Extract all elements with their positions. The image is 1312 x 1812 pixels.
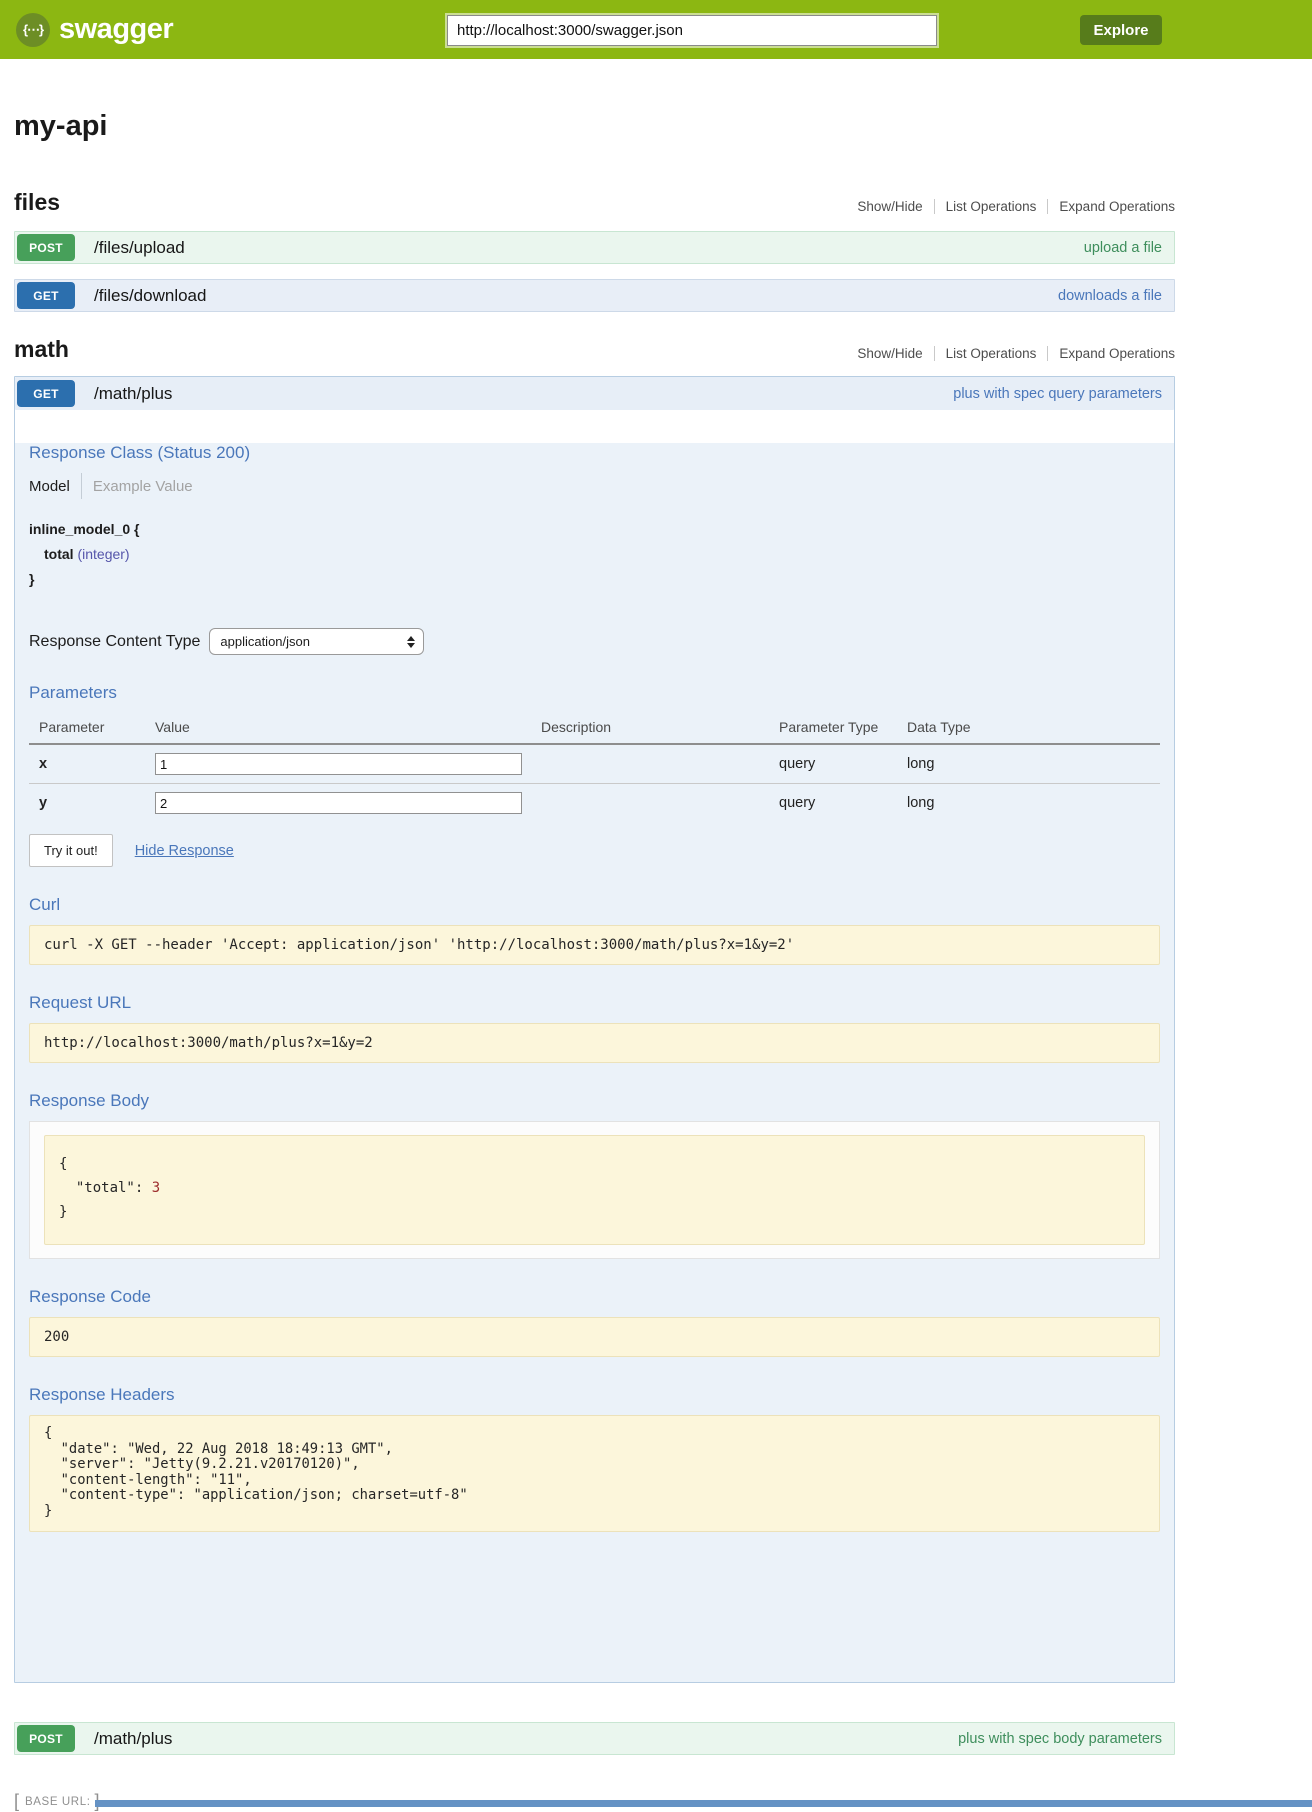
- parameter-description: [541, 744, 779, 784]
- explore-button[interactable]: Explore: [1080, 15, 1162, 45]
- response-class-heading: Response Class (Status 200): [29, 443, 251, 462]
- list-operations-link[interactable]: List Operations: [945, 199, 1037, 214]
- resource-title-files: files: [14, 189, 61, 215]
- swagger-logo-icon: {⋯}: [16, 12, 50, 47]
- main-content: my-api files Show/Hide List Operations E…: [14, 110, 1175, 1812]
- request-url-heading: Request URL: [29, 993, 132, 1012]
- show-hide-link[interactable]: Show/Hide: [857, 346, 923, 361]
- divider: [1047, 346, 1049, 361]
- resource-controls-math: Show/Hide List Operations Expand Operati…: [857, 346, 1175, 363]
- json-key: "total":: [59, 1180, 152, 1196]
- resource-controls-files: Show/Hide List Operations Expand Operati…: [857, 199, 1175, 216]
- brand-name: swagger: [59, 13, 174, 45]
- divider: [933, 199, 935, 214]
- col-header-description: Description: [541, 713, 779, 745]
- response-body-container: { "total": 3 }: [29, 1121, 1160, 1259]
- stepper-arrows-icon: [407, 635, 416, 648]
- col-header-parameter: Parameter: [29, 713, 155, 745]
- model-property-type: (integer): [77, 546, 130, 562]
- page-title: my-api: [14, 110, 108, 142]
- parameter-y-input[interactable]: [155, 792, 522, 814]
- parameter-row-x: x query long: [29, 744, 1160, 784]
- operation-path[interactable]: /math/plus: [94, 1728, 173, 1748]
- show-hide-link[interactable]: Show/Hide: [857, 199, 923, 214]
- header-bar: {⋯} swagger Explore: [0, 0, 1312, 59]
- method-badge-get: GET: [17, 282, 75, 309]
- operation-row-post-files-upload[interactable]: POST /files/upload upload a file: [14, 231, 1175, 264]
- model-property: total (integer): [29, 542, 1160, 567]
- col-header-value: Value: [155, 713, 541, 745]
- list-operations-link[interactable]: List Operations: [945, 346, 1037, 361]
- parameter-data-type: long: [907, 795, 935, 811]
- curl-command-box: curl -X GET --header 'Accept: applicatio…: [29, 925, 1160, 965]
- json-brace: }: [59, 1204, 68, 1220]
- resource-header-files: files Show/Hide List Operations Expand O…: [14, 189, 1175, 216]
- operation-summary[interactable]: upload a file: [1083, 239, 1162, 256]
- divider: [1047, 199, 1049, 214]
- curl-heading: Curl: [29, 895, 61, 914]
- model-signature: inline_model_0 { total (integer) }: [29, 517, 1160, 592]
- operation-summary[interactable]: downloads a file: [1058, 287, 1162, 304]
- divider: [933, 346, 935, 361]
- tab-model[interactable]: Model: [29, 477, 70, 495]
- resource-header-math: math Show/Hide List Operations Expand Op…: [14, 336, 1175, 363]
- parameter-name: x: [29, 744, 155, 784]
- resource-title-math: math: [14, 336, 69, 362]
- model-property-name: total: [44, 546, 74, 562]
- json-value: 3: [151, 1180, 161, 1196]
- footer-open-bracket: [: [14, 1791, 20, 1811]
- operation-path[interactable]: /files/download: [94, 285, 207, 305]
- expand-operations-link[interactable]: Expand Operations: [1059, 199, 1175, 214]
- parameter-row-y: y query long: [29, 784, 1160, 823]
- response-body-heading: Response Body: [29, 1091, 150, 1110]
- api-url-input[interactable]: [445, 13, 939, 48]
- method-badge-get: GET: [17, 380, 75, 407]
- json-brace: {: [59, 1156, 68, 1172]
- response-headers-heading: Response Headers: [29, 1385, 175, 1404]
- parameter-type: query: [779, 795, 816, 811]
- hide-response-link[interactable]: Hide Response: [134, 842, 234, 859]
- response-content-type-row: Response Content Type application/json: [29, 628, 1160, 655]
- expand-operations-link[interactable]: Expand Operations: [1059, 346, 1175, 361]
- parameter-name: y: [39, 795, 48, 811]
- parameter-description: [541, 784, 779, 823]
- operation-row-get-files-download[interactable]: GET /files/download downloads a file: [14, 279, 1175, 312]
- operation-block-get-math-plus: GET /math/plus plus with spec query para…: [14, 376, 1175, 1683]
- try-it-out-row: Try it out! Hide Response: [29, 834, 1160, 867]
- operation-path[interactable]: /math/plus: [94, 383, 173, 403]
- parameter-type: query: [779, 744, 907, 784]
- response-code-heading: Response Code: [29, 1287, 151, 1306]
- response-headers-box: { "date": "Wed, 22 Aug 2018 18:49:13 GMT…: [29, 1415, 1160, 1532]
- base-url-label: BASE URL:: [25, 1795, 91, 1808]
- try-it-out-button[interactable]: Try it out!: [29, 834, 113, 867]
- model-footer: }: [29, 571, 35, 587]
- operation-row-get-math-plus[interactable]: GET /math/plus plus with spec query para…: [15, 377, 1174, 410]
- bottom-scrollbar: [95, 1800, 1312, 1807]
- response-content-type-select[interactable]: application/json: [209, 628, 425, 655]
- operation-summary[interactable]: plus with spec query parameters: [953, 385, 1162, 402]
- operation-detail-panel: Response Class (Status 200) Model Exampl…: [15, 443, 1174, 1682]
- response-content-type-label: Response Content Type: [29, 632, 201, 650]
- method-badge-post: POST: [17, 234, 75, 261]
- request-url-box: http://localhost:3000/math/plus?x=1&y=2: [29, 1023, 1160, 1063]
- model-tabs: Model Example Value: [29, 473, 1160, 499]
- response-code-box: 200: [29, 1317, 1160, 1357]
- swagger-brand: {⋯} swagger: [16, 0, 174, 59]
- operation-path[interactable]: /files/upload: [94, 237, 185, 257]
- model-header: inline_model_0 {: [29, 521, 140, 537]
- method-badge-post: POST: [17, 1725, 75, 1752]
- divider: [80, 473, 82, 499]
- parameters-table-header-row: Parameter Value Description Parameter Ty…: [29, 713, 1160, 745]
- tab-example-value[interactable]: Example Value: [92, 477, 193, 495]
- parameter-x-input[interactable]: [155, 753, 522, 775]
- col-header-data-type: Data Type: [907, 713, 1160, 745]
- parameters-heading: Parameters: [29, 683, 117, 702]
- parameter-data-type: long: [907, 744, 1160, 784]
- response-content-type-value: application/json: [220, 634, 310, 649]
- col-header-parameter-type: Parameter Type: [779, 713, 907, 745]
- operation-row-post-math-plus[interactable]: POST /math/plus plus with spec body para…: [14, 1722, 1175, 1755]
- parameters-table: Parameter Value Description Parameter Ty…: [29, 713, 1160, 822]
- response-body-box: { "total": 3 }: [44, 1135, 1145, 1245]
- operation-summary[interactable]: plus with spec body parameters: [958, 1730, 1162, 1747]
